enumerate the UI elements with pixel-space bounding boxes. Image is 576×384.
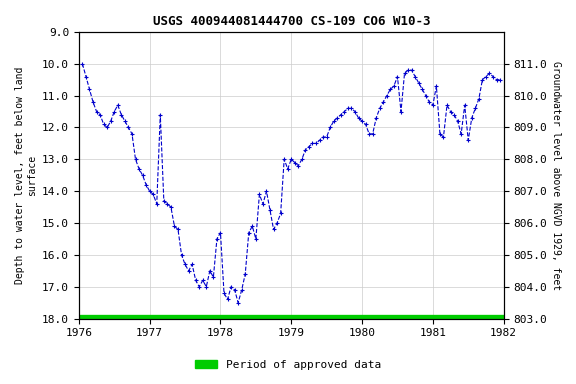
Y-axis label: Depth to water level, feet below land
surface: Depth to water level, feet below land su… [15, 66, 37, 284]
Title: USGS 400944081444700 CS-109 CO6 W10-3: USGS 400944081444700 CS-109 CO6 W10-3 [153, 15, 430, 28]
Legend: Period of approved data: Period of approved data [191, 356, 385, 375]
Y-axis label: Groundwater level above NGVD 1929, feet: Groundwater level above NGVD 1929, feet [551, 61, 561, 290]
